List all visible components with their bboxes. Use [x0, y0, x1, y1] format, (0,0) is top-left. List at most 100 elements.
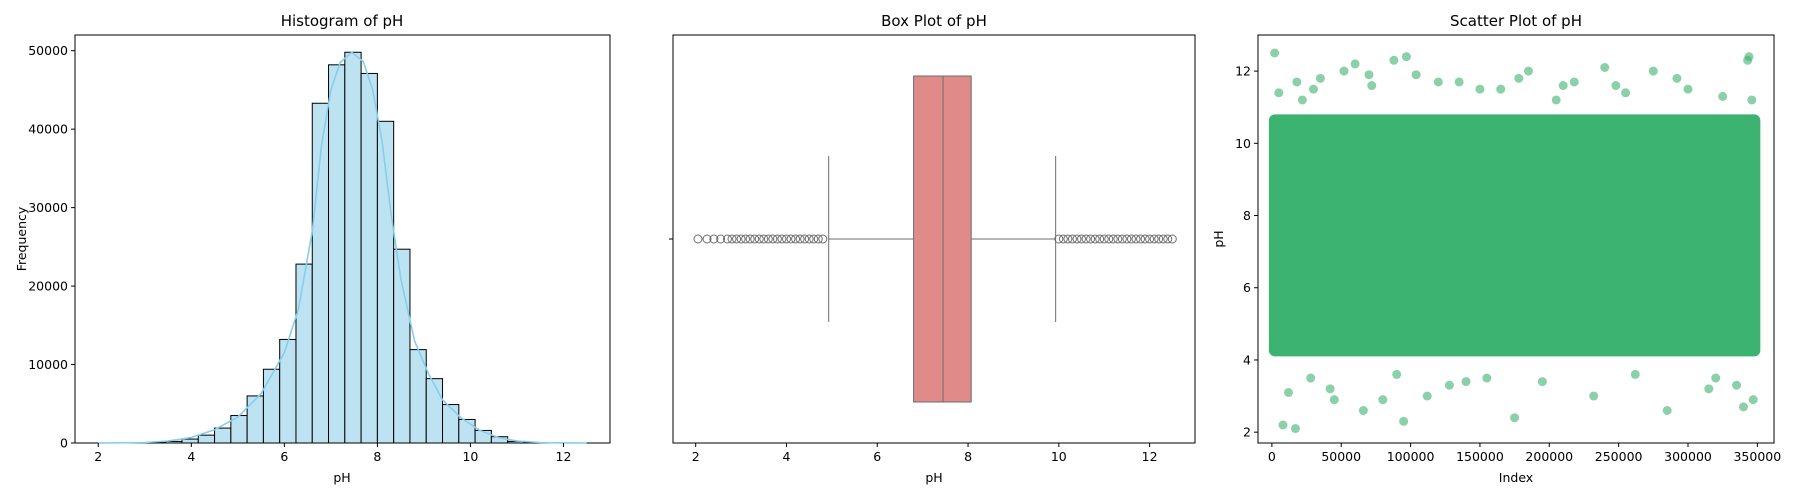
scatter-y-label: pH [1211, 230, 1226, 247]
histogram-y-tick-label: 20000 [28, 279, 68, 294]
scatter-y-tick-label: 8 [1243, 208, 1251, 223]
scatter-point [1738, 402, 1748, 412]
scatter-point [1364, 70, 1374, 80]
boxplot-outlier [745, 234, 755, 244]
boxplot-outlier [786, 234, 796, 244]
boxplot-x-ticks: 2 4 6 8 10 12 [692, 443, 1158, 464]
boxplot-outlier [722, 234, 732, 244]
scatter-point [1600, 62, 1610, 72]
scatter-point [1711, 373, 1721, 383]
histogram-y-tick-label: 50000 [28, 43, 68, 58]
scatter-point [1315, 73, 1325, 83]
histogram-bar [181, 438, 199, 444]
scatter-point [1718, 91, 1728, 101]
scatter-point [1308, 84, 1318, 94]
boxplot-outlier [763, 234, 773, 244]
boxplot-box [913, 75, 972, 403]
scatter-point [1510, 413, 1520, 423]
scatter-point [1306, 373, 1316, 383]
histogram-x-ticks: 2 4 6 8 10 12 [94, 443, 571, 464]
histogram-x-tick-label: 10 [462, 449, 478, 464]
boxplot-outlier [809, 234, 819, 244]
scatter-point [1399, 416, 1409, 426]
scatter-x-ticks: 0 50000 100000 150000 200000 250000 300000 3500… [1268, 443, 1781, 464]
boxplot-x-label: pH [925, 470, 942, 485]
boxplot-outlier [1145, 234, 1155, 244]
scatter-point [1422, 391, 1432, 401]
scatter-panel: 0 50000 100000 150000 200000 250000 300000 3500… [1211, 12, 1781, 485]
boxplot-x-tick-label: 8 [964, 449, 972, 464]
boxplot-outlier [1077, 234, 1087, 244]
histogram-y-tick-label: 40000 [28, 122, 68, 137]
scatter-title: Scatter Plot of pH [1450, 12, 1582, 30]
scatter-point [1325, 384, 1335, 394]
histogram-panel: 2 4 6 8 10 12 0 10000 20000 30000 40000 50000 Hist… [14, 12, 611, 485]
histogram-bar [295, 263, 313, 444]
scatter-point [1630, 369, 1640, 379]
boxplot-outlier [772, 234, 782, 244]
scatter-y-tick-label: 4 [1243, 352, 1251, 367]
scatter-point [1378, 395, 1388, 405]
boxplot-outlier [759, 234, 769, 244]
scatter-point [1589, 391, 1599, 401]
boxplot-x-tick-label: 2 [692, 449, 700, 464]
histogram-bar [197, 434, 216, 444]
scatter-y-tick-label: 12 [1235, 64, 1251, 79]
histogram-y-tick-label: 0 [60, 436, 68, 451]
boxplot-outlier [1072, 234, 1082, 244]
scatter-point [1454, 77, 1464, 87]
boxplot-x-tick-label: 6 [873, 449, 881, 464]
histogram-bar [214, 427, 232, 444]
boxplot-outlier [741, 234, 751, 244]
boxplot-outlier [1104, 234, 1114, 244]
boxplot-outlier [1058, 234, 1068, 244]
boxplot-outlier [1086, 234, 1096, 244]
scatter-point [1411, 70, 1421, 80]
boxplot-outlier [1095, 234, 1105, 244]
scatter-point [1270, 48, 1280, 58]
boxplot-outlier [1113, 234, 1123, 244]
histogram-bar [393, 248, 411, 444]
boxplot-outlier [1163, 234, 1173, 244]
scatter-point [1284, 387, 1294, 397]
scatter-point [1367, 81, 1377, 91]
boxplot-outlier [1063, 234, 1073, 244]
histogram-bar [344, 51, 362, 444]
scatter-point [1482, 373, 1492, 383]
scatter-x-tick-label: 0 [1268, 449, 1276, 464]
boxplot-outlier [791, 234, 801, 244]
histogram-x-tick-label: 4 [187, 449, 195, 464]
scatter-point [1683, 84, 1693, 94]
histogram-y-label: Frequency [14, 206, 29, 271]
boxplot-outlier [1122, 234, 1132, 244]
histogram-bar [246, 395, 264, 444]
histogram-y-tick-label: 30000 [28, 200, 68, 215]
histogram-kde-line [98, 51, 587, 444]
scatter-point [1747, 95, 1757, 105]
scatter-point [1748, 395, 1758, 405]
boxplot-outlier [736, 234, 746, 244]
boxplot-outlier [1081, 234, 1091, 244]
scatter-point [1496, 84, 1506, 94]
scatter-point [1358, 406, 1368, 416]
histogram-bar [458, 418, 476, 444]
histogram-title: Histogram of pH [281, 12, 404, 30]
histogram-bar [279, 338, 297, 444]
boxplot-outlier [1117, 234, 1127, 244]
boxplot-outlier [800, 234, 810, 244]
boxplot-outlier [1131, 234, 1141, 244]
scatter-point [1648, 66, 1658, 76]
boxplot-outlier [818, 234, 828, 244]
scatter-point [1444, 380, 1454, 390]
histogram-bar [360, 72, 378, 444]
histogram-bar [262, 368, 281, 444]
scatter-point [1290, 424, 1300, 434]
boxplot-panel: 2 4 6 8 10 12 Box Plot of pH pH [669, 12, 1196, 485]
histogram-y-tick-label: 10000 [28, 357, 68, 372]
boxplot-x-tick-label: 4 [783, 449, 791, 464]
boxplot-outlier [1167, 234, 1177, 244]
scatter-x-tick-label: 150000 [1456, 449, 1504, 464]
boxplot-outlier [1054, 234, 1064, 244]
boxplot-outlier [1140, 234, 1150, 244]
boxplot-outlier [1090, 234, 1100, 244]
